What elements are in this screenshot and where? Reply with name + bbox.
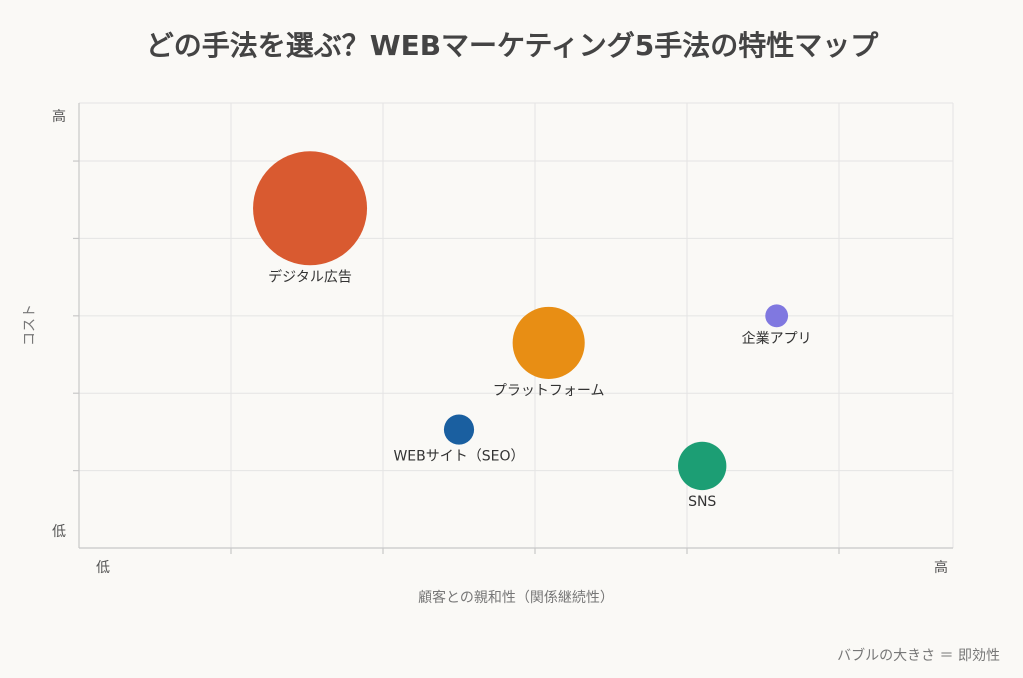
bubble — [512, 306, 585, 379]
bubble-label: 企業アプリ — [742, 330, 812, 347]
chart-title: どの手法を選ぶ？WEBマーケティング5手法の特性マップ — [146, 29, 880, 62]
bubble — [253, 151, 368, 266]
x-tick-label: 高 — [934, 559, 948, 576]
y-tick-label: 低 — [52, 524, 66, 540]
bubble-label: プラットフォーム — [493, 383, 605, 399]
y-axis-label: コスト — [22, 304, 38, 346]
x-axis-label: 顧客との親和性（関係継続性） — [418, 589, 614, 606]
x-tick-label: 低 — [96, 560, 110, 576]
bubble-label: SNS — [688, 494, 716, 510]
y-tick-label: 高 — [52, 108, 66, 125]
bubble — [765, 304, 789, 328]
bubble-label: デジタル広告 — [268, 268, 352, 285]
size-note: バブルの大きさ ＝ 即効性 — [837, 647, 1000, 664]
bubble-label: WEBサイト（SEO） — [393, 449, 524, 465]
bubble — [443, 414, 475, 445]
bubble — [678, 441, 727, 491]
